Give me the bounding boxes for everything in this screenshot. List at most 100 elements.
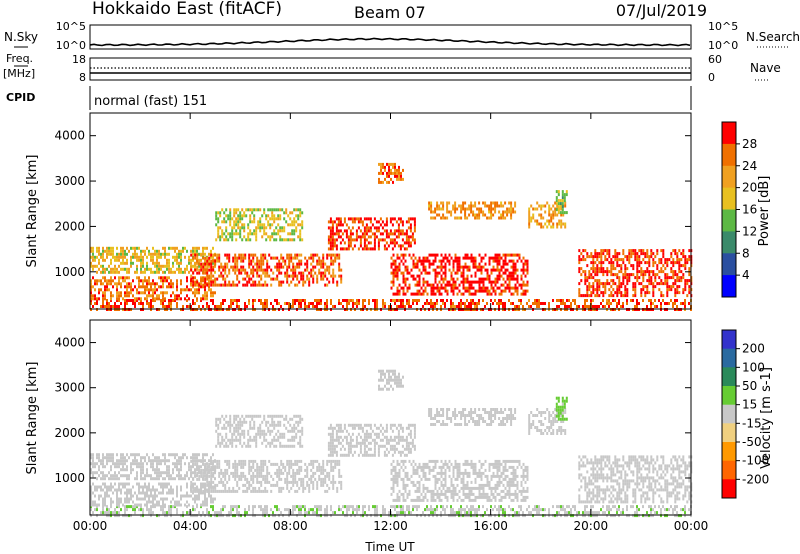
power-cell [618, 302, 620, 305]
vel-cell [200, 468, 203, 472]
power-cell [582, 305, 584, 308]
power-cell [354, 302, 356, 305]
power-cell [399, 244, 402, 248]
vel-cell [174, 453, 176, 457]
power-cell [384, 305, 386, 308]
power-cell [270, 256, 273, 260]
vel-cell [446, 505, 448, 509]
power-cell [396, 268, 399, 272]
power-colorbar-tick-label: 24 [742, 159, 757, 173]
power-cell [134, 299, 136, 302]
vel-cell [582, 514, 584, 518]
vel-cell [212, 489, 215, 493]
power-cell [234, 268, 237, 272]
vel-cell [362, 511, 364, 515]
power-cell [299, 229, 302, 233]
power-cell [464, 289, 467, 293]
vel-cell [594, 514, 596, 518]
power-cell [270, 302, 272, 305]
vel-cell [498, 511, 500, 515]
power-cell [297, 217, 300, 221]
power-cell [620, 285, 623, 289]
power-cell [266, 268, 269, 272]
power-cell [263, 229, 266, 233]
power-cell [294, 302, 296, 305]
power-cell [310, 268, 313, 272]
power-cell [327, 241, 330, 245]
vel-cell [98, 459, 100, 463]
power-cell [448, 262, 451, 266]
power-cell [640, 267, 643, 271]
power-cell [412, 265, 415, 269]
vel-cell [146, 474, 148, 478]
vel-cell [278, 508, 280, 512]
vel-cell [376, 505, 378, 509]
power-cell [242, 283, 245, 287]
power-cell [112, 252, 114, 256]
vel-cell [410, 511, 412, 515]
vel-cell [152, 459, 154, 463]
power-cell [500, 274, 503, 278]
vel-cell [354, 514, 356, 518]
power-cell [230, 302, 232, 305]
power-cell [335, 217, 338, 221]
power-cell [130, 288, 132, 292]
vel-cell [246, 480, 249, 484]
power-cell [150, 285, 152, 289]
power-cell [396, 274, 399, 278]
power-cell [106, 252, 108, 256]
power-cell [239, 226, 242, 230]
vel-cell [178, 471, 180, 475]
power-cell [486, 289, 489, 293]
vel-cell [394, 508, 396, 512]
power-cell [478, 289, 481, 293]
power-cell [122, 258, 124, 262]
power-cell [347, 247, 350, 251]
power-cell [522, 283, 525, 287]
vel-cell [176, 508, 178, 512]
power-cell [349, 244, 352, 248]
vel-cell [210, 468, 213, 472]
vel-cell [148, 511, 150, 515]
power-cell [296, 277, 299, 281]
power-cell [265, 214, 268, 218]
power-cell [390, 265, 393, 269]
power-cell [260, 302, 262, 305]
power-cell [243, 235, 246, 239]
power-cell [478, 280, 481, 284]
vel-cell [106, 459, 108, 463]
power-cell [568, 299, 570, 302]
power-cell [118, 291, 120, 295]
power-cell [168, 258, 170, 262]
power-cell [254, 299, 256, 302]
vel-cell [356, 511, 358, 515]
power-cell [168, 252, 170, 256]
power-cell [559, 205, 562, 209]
power-cell [332, 277, 335, 281]
power-cell [650, 249, 653, 253]
power-cell [602, 252, 605, 256]
power-cell [492, 265, 495, 269]
power-cell [646, 249, 649, 253]
power-cell [262, 283, 265, 287]
power-cell [460, 265, 463, 269]
power-colorbar-tick-label: 12 [742, 224, 757, 238]
power-cell [108, 282, 110, 286]
power-cell [318, 259, 321, 263]
power-cell [672, 285, 675, 289]
vel-cell [590, 514, 592, 518]
power-cell [378, 171, 380, 175]
power-cell [546, 201, 549, 205]
power-cell [293, 208, 296, 212]
power-cell [528, 299, 530, 302]
power-cell [420, 271, 423, 275]
power-cell [146, 264, 148, 268]
power-cell [326, 256, 329, 260]
power-cell [314, 271, 317, 275]
power-cell [359, 229, 362, 233]
power-cell [204, 297, 206, 301]
power-cell [176, 246, 178, 250]
power-cell [516, 305, 518, 308]
power-cell [160, 302, 162, 305]
power-cell [234, 259, 237, 263]
